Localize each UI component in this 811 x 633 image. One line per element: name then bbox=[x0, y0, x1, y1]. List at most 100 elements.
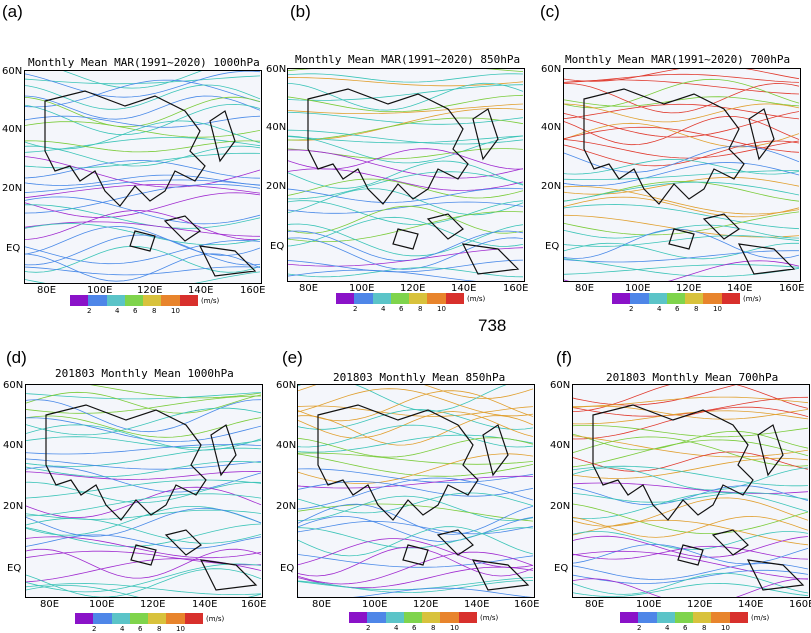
streamline bbox=[26, 548, 262, 579]
colorbar-swatch bbox=[409, 293, 428, 304]
colorbar-swatch bbox=[711, 612, 730, 623]
colorbar-swatch bbox=[390, 293, 410, 304]
colorbar-swatch bbox=[354, 293, 373, 304]
streamline bbox=[573, 492, 809, 520]
streamline bbox=[573, 425, 809, 438]
colorbar-swatch bbox=[403, 612, 423, 623]
colorbar-swatch bbox=[422, 612, 441, 623]
streamline-map-a bbox=[24, 70, 262, 284]
colorbar-tick: 10 bbox=[176, 625, 185, 633]
streamline bbox=[564, 115, 800, 146]
streamline bbox=[298, 453, 534, 477]
streamline bbox=[564, 170, 799, 181]
streamline bbox=[89, 385, 262, 399]
streamline bbox=[298, 434, 534, 453]
colorbar-swatch bbox=[88, 295, 107, 306]
streamline bbox=[288, 94, 524, 113]
colorbar-tick: 6 bbox=[675, 305, 680, 313]
colorbar bbox=[75, 613, 203, 624]
streamline bbox=[288, 205, 524, 234]
streamline bbox=[25, 266, 261, 276]
panel-letter-f: (f) bbox=[556, 348, 573, 367]
streamline bbox=[564, 264, 800, 275]
streamline bbox=[564, 96, 800, 107]
streamline bbox=[564, 181, 800, 202]
colorbar-tick: 8 bbox=[157, 625, 162, 633]
streamline bbox=[26, 424, 262, 451]
colorbar-swatch bbox=[111, 613, 130, 624]
streamline bbox=[288, 149, 524, 179]
lon-label: 160E bbox=[240, 285, 266, 296]
lat-label: 20N bbox=[541, 181, 562, 192]
lat-label: 40N bbox=[3, 440, 24, 451]
streamline bbox=[573, 465, 809, 487]
lon-label: 120E bbox=[413, 599, 439, 610]
streamline bbox=[25, 271, 261, 283]
streamline bbox=[288, 82, 524, 111]
streamline bbox=[298, 475, 534, 489]
streamline bbox=[26, 558, 262, 583]
streamline bbox=[25, 174, 261, 186]
streamline bbox=[25, 184, 261, 214]
streamline bbox=[573, 550, 809, 580]
streamline bbox=[298, 503, 534, 535]
streamline bbox=[573, 396, 809, 407]
streamline bbox=[298, 452, 534, 465]
streamline bbox=[288, 237, 524, 270]
streamline bbox=[25, 84, 261, 110]
streamline bbox=[25, 226, 261, 256]
lon-label: 120E bbox=[137, 285, 163, 296]
lat-label: EQ bbox=[545, 241, 560, 252]
streamline bbox=[298, 492, 534, 514]
streamline-map-c bbox=[563, 68, 801, 282]
streamline bbox=[573, 535, 809, 558]
streamline bbox=[573, 563, 809, 580]
streamline bbox=[26, 458, 262, 470]
streamline bbox=[298, 415, 534, 446]
lon-label: 120E bbox=[687, 599, 713, 610]
colorbar-swatch bbox=[458, 612, 477, 623]
streamline bbox=[573, 503, 809, 534]
colorbar bbox=[336, 293, 464, 304]
streamline bbox=[298, 424, 534, 448]
colorbar-tick: 6 bbox=[399, 305, 404, 313]
lat-label: 20N bbox=[276, 501, 297, 512]
streamline bbox=[26, 447, 262, 467]
streamline bbox=[288, 201, 524, 214]
colorbar-tick: 4 bbox=[657, 305, 662, 313]
streamline bbox=[26, 481, 262, 504]
streamline bbox=[288, 200, 524, 226]
streamline bbox=[288, 269, 477, 281]
colorbar-tick: 2 bbox=[629, 305, 634, 313]
streamline bbox=[288, 223, 524, 257]
colorbar-swatch bbox=[70, 295, 89, 306]
lat-label: 40N bbox=[276, 440, 297, 451]
streamline bbox=[573, 582, 809, 597]
lon-label: 80E bbox=[40, 599, 60, 610]
streamline bbox=[26, 479, 262, 499]
streamline bbox=[25, 75, 261, 85]
streamline bbox=[564, 83, 800, 114]
lon-label: 100E bbox=[636, 599, 662, 610]
streamline bbox=[26, 466, 262, 493]
lon-label: 160E bbox=[241, 599, 267, 610]
streamline bbox=[564, 260, 800, 281]
streamline bbox=[288, 187, 524, 203]
streamline bbox=[564, 204, 800, 230]
colorbar-tick: 8 bbox=[702, 624, 707, 632]
streamline bbox=[25, 234, 261, 266]
streamline bbox=[25, 253, 261, 282]
streamline bbox=[298, 477, 534, 510]
colorbar-swatch bbox=[729, 612, 748, 623]
streamline bbox=[573, 435, 809, 458]
streamline bbox=[298, 390, 534, 422]
lon-label: 120E bbox=[400, 283, 426, 294]
streamlines bbox=[26, 385, 262, 597]
colorbar-tick: 10 bbox=[450, 624, 459, 632]
streamline bbox=[288, 178, 524, 199]
colorbar-swatch bbox=[367, 612, 386, 623]
colorbar bbox=[349, 612, 477, 623]
coastline bbox=[45, 404, 258, 591]
colorbar-swatch bbox=[630, 293, 649, 304]
streamline bbox=[564, 235, 800, 247]
